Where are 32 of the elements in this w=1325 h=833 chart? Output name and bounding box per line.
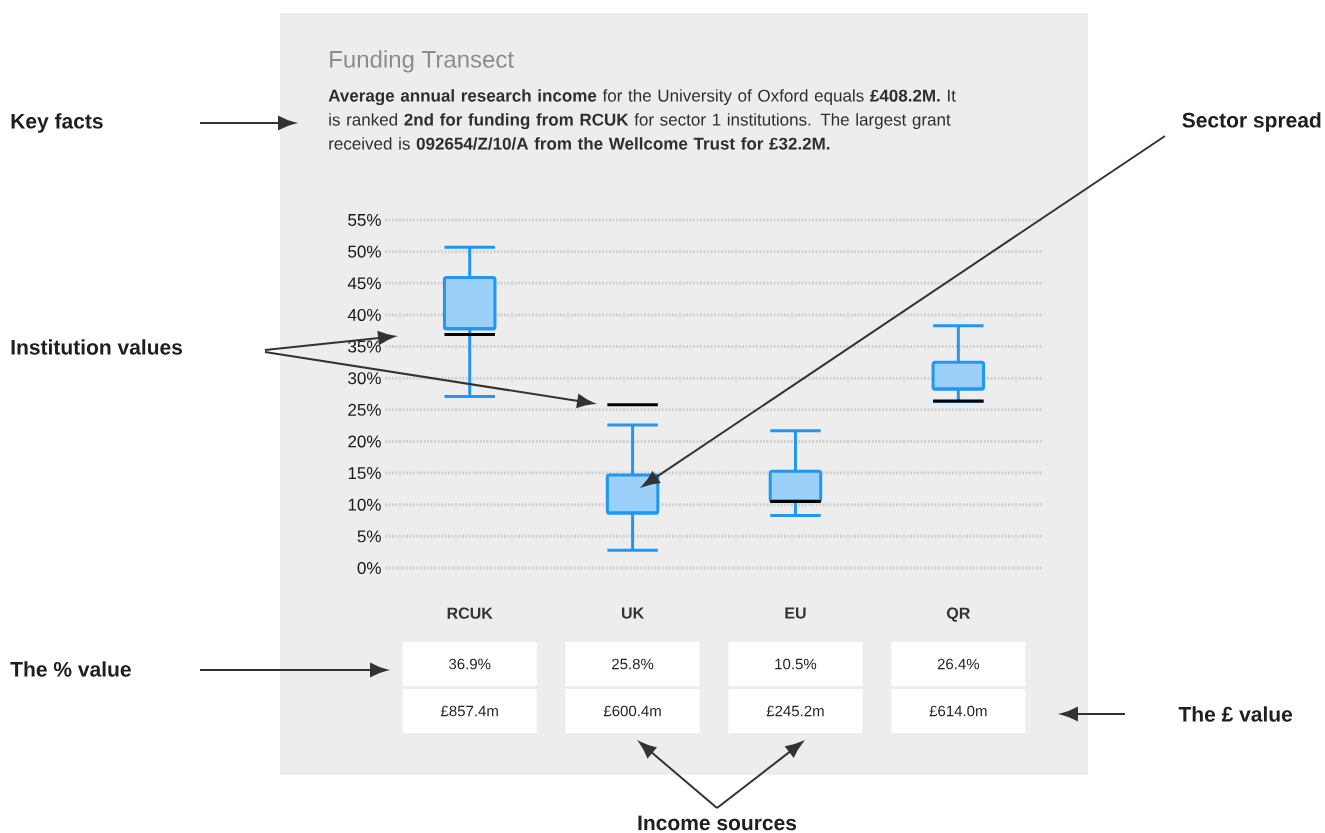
x-tick-label: EU (785, 607, 806, 619)
y-tick-label: 15% (348, 467, 381, 480)
text: £600.4m (603, 705, 661, 717)
text: Average annual research income for the University of Oxford equals £408.2M. It is ranked 2nd for funding from RCUK for sector 1 institutions. The largest grant received is 092654/Z/10/A from the Wellcome Trust for £32.2M. (328, 89, 956, 150)
x-tick-label: RCUK (447, 607, 493, 619)
y-tick-label: 45% (347, 277, 381, 290)
y-tick-label: 20% (348, 435, 381, 448)
chart-title: Funding Transect (330, 50, 514, 73)
x-tick-label: UK (622, 607, 644, 619)
text: 26.4% (937, 658, 980, 670)
text: £245.2m (766, 705, 824, 717)
text: 25.8% (612, 658, 654, 670)
text: 10.5% (775, 658, 817, 670)
text: Key facts (11, 113, 103, 133)
y-tick-label: 0% (357, 561, 381, 575)
text: Sector spread (1182, 112, 1321, 132)
text: 36.9% (449, 658, 491, 670)
y-tick-label: 10% (348, 498, 381, 511)
y-tick-label: 30% (348, 372, 381, 385)
text: £857.4m (440, 705, 498, 717)
y-tick-label: 40% (347, 308, 381, 321)
text: Income sources (638, 815, 797, 831)
x-tick-label: QR (946, 607, 971, 622)
y-tick-label: 55% (348, 214, 381, 226)
y-tick-label: 5% (357, 530, 381, 543)
y-tick-label: 35% (348, 340, 381, 353)
text: The % value (10, 661, 131, 677)
y-tick-label: 50% (348, 245, 381, 258)
text: £614.0m (929, 705, 987, 717)
text: Institution values (11, 339, 183, 355)
y-tick-label: 25% (348, 403, 381, 416)
text: The £ value (1178, 706, 1293, 722)
